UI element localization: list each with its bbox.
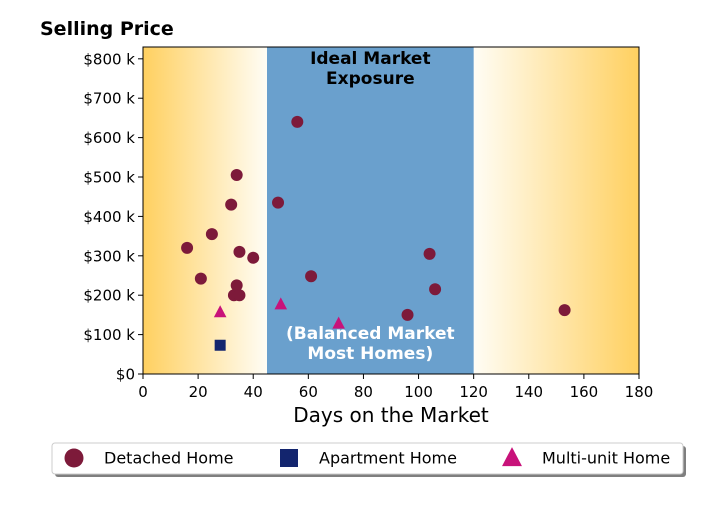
apartment-home-legend-marker bbox=[280, 449, 298, 467]
x-axis: 0 20 40 60 80 100 120 140 160 180 bbox=[138, 374, 653, 401]
detached-home-legend-label: Detached Home bbox=[104, 449, 234, 468]
plot-frame bbox=[142, 46, 640, 375]
x-tick-label: 160 bbox=[570, 383, 599, 401]
detached-home-legend-marker bbox=[64, 448, 84, 468]
detached-home-point bbox=[429, 283, 442, 296]
x-tick-label: 140 bbox=[514, 383, 543, 401]
ideal-zone-title: Ideal Market bbox=[310, 49, 431, 69]
plot-background bbox=[143, 47, 639, 374]
multi-unit-home-legend-marker bbox=[502, 447, 522, 467]
detached-home-point bbox=[181, 241, 194, 254]
ideal-zone-band bbox=[267, 47, 474, 374]
x-tick-label: 100 bbox=[404, 383, 433, 401]
legend-box bbox=[51, 442, 684, 475]
ideal-zone-subtitle: (Balanced Market bbox=[286, 324, 455, 344]
detached-home-point bbox=[423, 247, 436, 260]
x-tick-label: 60 bbox=[299, 383, 318, 401]
x-tick-label: 20 bbox=[189, 383, 208, 401]
y-tick-label: $300 k bbox=[83, 247, 135, 265]
detached-home-point bbox=[233, 289, 246, 302]
x-tick-label: 180 bbox=[625, 383, 654, 401]
detached-home-point bbox=[401, 308, 414, 321]
detached-home-point bbox=[230, 279, 243, 292]
detached-home-point bbox=[558, 304, 571, 317]
detached-home-point bbox=[230, 169, 243, 182]
y-tick-label: $200 k bbox=[83, 287, 135, 305]
detached-home-point bbox=[247, 251, 260, 264]
detached-home-point bbox=[205, 228, 218, 241]
detached-home-point bbox=[305, 270, 318, 283]
y-tick-label: $800 k bbox=[83, 50, 135, 68]
multi-unit-home-legend-label: Multi-unit Home bbox=[542, 449, 670, 468]
y-tick-label: $600 k bbox=[83, 129, 135, 147]
detached-home-point bbox=[194, 272, 207, 285]
gradient-left bbox=[143, 47, 267, 374]
x-tick-label: 80 bbox=[354, 383, 373, 401]
data-markers bbox=[181, 115, 571, 351]
y-tick-label: $500 k bbox=[83, 169, 135, 187]
x-tick-label: 120 bbox=[459, 383, 488, 401]
y-tick-label: $400 k bbox=[83, 208, 135, 226]
ideal-zone-title: Exposure bbox=[326, 69, 415, 89]
multi-unit-home-point bbox=[274, 297, 288, 310]
y-axis: $0 $100 k $200 k $300 k $400 k $500 k $600 k $7… bbox=[83, 50, 143, 384]
x-axis-label: Days on the Market bbox=[293, 403, 489, 427]
detached-home-point bbox=[233, 245, 246, 258]
apartment-home-legend-label: Apartment Home bbox=[319, 449, 457, 468]
apartment-home-point bbox=[214, 339, 226, 351]
x-tick-label: 0 bbox=[138, 383, 148, 401]
multi-unit-home-point bbox=[332, 316, 345, 329]
y-tick-label: $100 k bbox=[83, 326, 135, 344]
ideal-zone-subtitle: Most Homes) bbox=[307, 344, 433, 364]
y-tick-label: $700 k bbox=[83, 90, 135, 108]
multi-unit-home-point bbox=[213, 305, 227, 318]
detached-home-point bbox=[225, 198, 238, 211]
detached-home-point bbox=[291, 115, 304, 128]
y-tick-label: $0 bbox=[116, 366, 135, 384]
chart-title: Selling Price bbox=[40, 18, 174, 40]
x-tick-label: 40 bbox=[244, 383, 263, 401]
detached-home-point bbox=[272, 196, 285, 209]
legend: Detached Home Apartment Home Multi-unit Ho… bbox=[51, 442, 686, 477]
gradient-right bbox=[473, 47, 639, 374]
